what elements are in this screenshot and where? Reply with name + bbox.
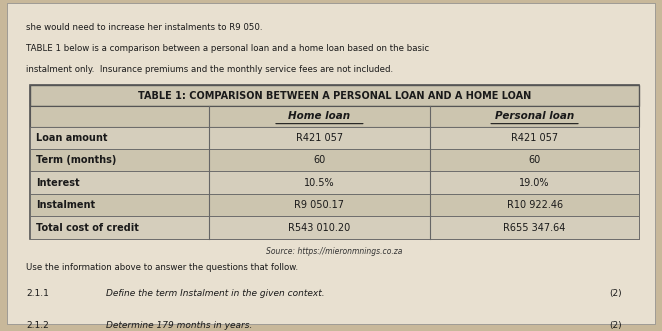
Text: Loan amount: Loan amount — [36, 133, 108, 143]
FancyBboxPatch shape — [30, 106, 639, 126]
Text: 60: 60 — [528, 155, 541, 165]
Text: 2.1.2: 2.1.2 — [26, 320, 49, 330]
FancyBboxPatch shape — [30, 216, 639, 239]
FancyBboxPatch shape — [30, 85, 639, 106]
Text: Term (months): Term (months) — [36, 155, 117, 165]
Text: TABLE 1 below is a comparison between a personal loan and a home loan based on t: TABLE 1 below is a comparison between a … — [26, 44, 430, 53]
Text: 60: 60 — [313, 155, 326, 165]
Text: R9 050.17: R9 050.17 — [295, 200, 344, 210]
Text: R421 057: R421 057 — [511, 133, 558, 143]
Text: she would need to increase her instalments to R9 050.: she would need to increase her instalmen… — [26, 23, 263, 32]
Text: (2): (2) — [610, 320, 622, 330]
Text: 19.0%: 19.0% — [519, 178, 550, 188]
Text: Instalment: Instalment — [36, 200, 95, 210]
Text: R655 347.64: R655 347.64 — [503, 222, 566, 233]
FancyBboxPatch shape — [7, 3, 655, 324]
Text: TABLE 1: COMPARISON BETWEEN A PERSONAL LOAN AND A HOME LOAN: TABLE 1: COMPARISON BETWEEN A PERSONAL L… — [138, 91, 531, 101]
Text: Determine 179 months in years.: Determine 179 months in years. — [106, 320, 252, 330]
Text: Home loan: Home loan — [289, 112, 350, 121]
FancyBboxPatch shape — [30, 126, 639, 149]
Text: Total cost of credit: Total cost of credit — [36, 222, 139, 233]
Text: Interest: Interest — [36, 178, 80, 188]
Text: R10 922.46: R10 922.46 — [506, 200, 563, 210]
Text: 10.5%: 10.5% — [304, 178, 335, 188]
Text: R421 057: R421 057 — [296, 133, 343, 143]
Text: Source: https://mieronmnings.co.za: Source: https://mieronmnings.co.za — [266, 247, 402, 256]
Text: (2): (2) — [610, 290, 622, 299]
FancyBboxPatch shape — [30, 85, 639, 239]
Text: instalment only.  Insurance premiums and the monthly service fees are not includ: instalment only. Insurance premiums and … — [26, 66, 394, 74]
FancyBboxPatch shape — [30, 171, 639, 194]
Text: 2.1.1: 2.1.1 — [26, 290, 50, 299]
Text: Use the information above to answer the questions that follow.: Use the information above to answer the … — [26, 263, 299, 272]
Text: R543 010.20: R543 010.20 — [288, 222, 351, 233]
FancyBboxPatch shape — [30, 194, 639, 216]
Text: Personal loan: Personal loan — [495, 112, 574, 121]
Text: Define the term Instalment in the given context.: Define the term Instalment in the given … — [106, 290, 324, 299]
FancyBboxPatch shape — [30, 149, 639, 171]
